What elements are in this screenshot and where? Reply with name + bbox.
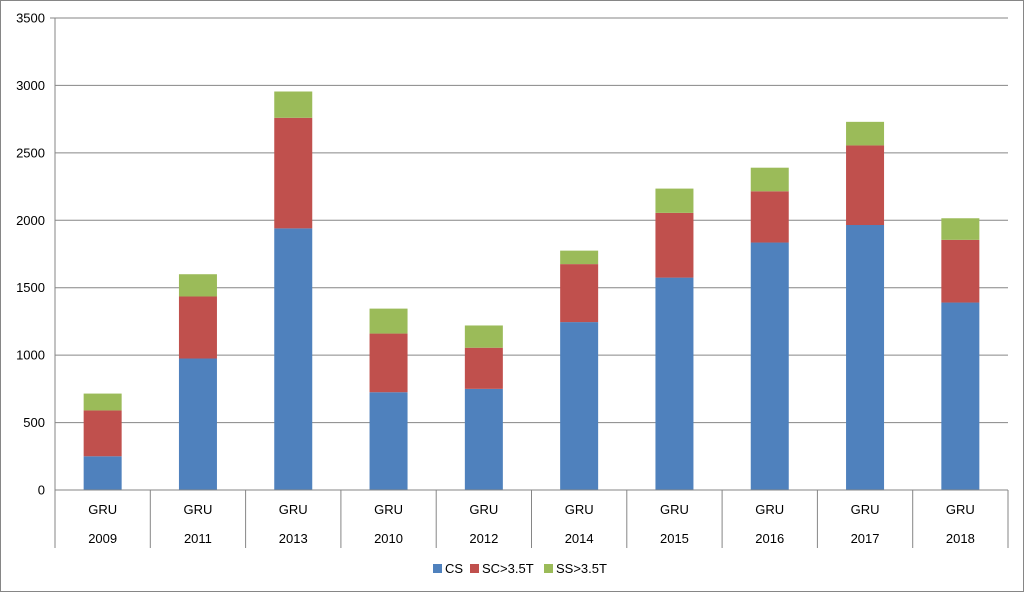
x-year-label: 2011 — [184, 531, 212, 546]
bar-segment-sc-3-5t — [83, 410, 122, 457]
bar-segment-sc-3-5t — [655, 212, 694, 278]
bar-segment-cs — [464, 388, 503, 490]
bar-segment-ss-3-5t — [655, 188, 694, 213]
bar-segment-sc-3-5t — [464, 347, 503, 389]
y-tick-label: 500 — [23, 415, 45, 430]
bar-segment-sc-3-5t — [750, 191, 789, 243]
y-tick-label: 0 — [38, 483, 45, 498]
x-category-label: GRU — [755, 502, 784, 517]
bar-segment-ss-3-5t — [846, 121, 885, 146]
x-year-label: 2009 — [88, 531, 117, 546]
x-category-label: GRU — [565, 502, 594, 517]
bar-segment-ss-3-5t — [560, 250, 599, 265]
axes — [50, 17, 1009, 548]
bar-segment-cs — [560, 322, 599, 490]
bar-segment-ss-3-5t — [178, 274, 217, 297]
bar-segment-sc-3-5t — [369, 333, 408, 393]
legend: CS SC>3.5T SS>3.5T — [433, 561, 607, 576]
bar-segment-cs — [655, 277, 694, 490]
x-year-label: 2013 — [279, 531, 308, 546]
bar-segment-sc-3-5t — [560, 264, 599, 323]
x-category-label: GRU — [851, 502, 880, 517]
y-tick-label: 1000 — [16, 348, 45, 363]
bar-segment-ss-3-5t — [464, 325, 503, 348]
bars — [83, 91, 980, 490]
x-category-label: GRU — [279, 502, 308, 517]
y-tick-label: 3000 — [16, 78, 45, 93]
bar-segment-cs — [369, 392, 408, 490]
x-year-label: 2016 — [755, 531, 784, 546]
bar-segment-ss-3-5t — [750, 167, 789, 192]
x-category-label: GRU — [660, 502, 689, 517]
axis-labels: 0 500 1000 1500 2000 2500 3000 3500 GRU 2009 GRU 20… — [16, 11, 975, 547]
bar-segment-cs — [178, 358, 217, 490]
legend-label: SS>3.5T — [556, 561, 607, 576]
x-category-label: GRU — [469, 502, 498, 517]
bar-segment-sc-3-5t — [178, 296, 217, 359]
x-category-label: GRU — [88, 502, 117, 517]
legend-swatch — [544, 564, 553, 573]
x-category-label: GRU — [184, 502, 213, 517]
x-year-label: 2014 — [565, 531, 594, 546]
bar-segment-ss-3-5t — [369, 308, 408, 334]
y-tick-label: 1500 — [16, 280, 45, 295]
legend-label: CS — [445, 561, 463, 576]
bar-segment-cs — [750, 242, 789, 490]
x-year-label: 2018 — [946, 531, 975, 546]
bar-segment-cs — [941, 302, 980, 490]
bar-segment-ss-3-5t — [274, 91, 313, 118]
bar-segment-sc-3-5t — [846, 145, 885, 226]
x-year-label: 2010 — [374, 531, 403, 546]
y-tick-label: 2000 — [16, 213, 45, 228]
bar-segment-cs — [274, 228, 313, 490]
y-tick-label: 2500 — [16, 145, 45, 160]
bar-segment-sc-3-5t — [941, 239, 980, 303]
bar-segment-ss-3-5t — [941, 218, 980, 240]
bar-segment-cs — [846, 225, 885, 490]
x-category-label: GRU — [374, 502, 403, 517]
bar-segment-ss-3-5t — [83, 393, 122, 411]
legend-swatch — [470, 564, 479, 573]
bar-segment-cs — [83, 456, 122, 490]
legend-swatch — [433, 564, 442, 573]
bar-segment-sc-3-5t — [274, 117, 313, 229]
x-year-label: 2012 — [469, 531, 498, 546]
x-year-label: 2017 — [851, 531, 880, 546]
legend-label: SC>3.5T — [482, 561, 534, 576]
x-year-label: 2015 — [660, 531, 689, 546]
y-tick-label: 3500 — [16, 11, 45, 26]
x-category-label: GRU — [946, 502, 975, 517]
